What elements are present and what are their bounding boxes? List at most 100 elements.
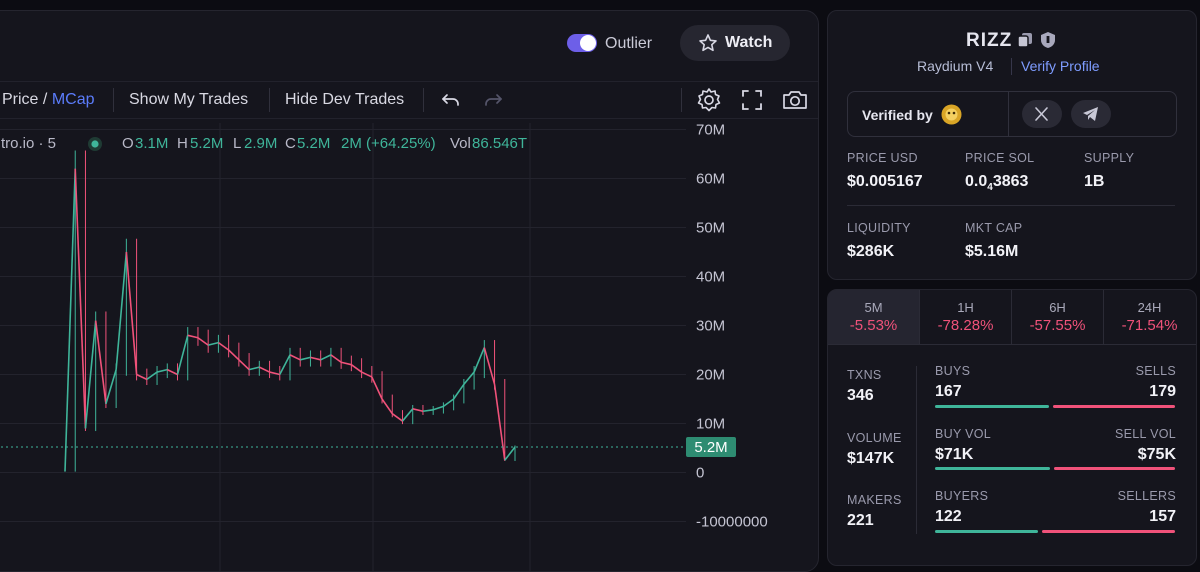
telegram-button[interactable] — [1071, 100, 1111, 128]
candle-body — [422, 408, 434, 413]
candle-body — [125, 251, 138, 375]
mcap-option[interactable]: MCap — [51, 91, 95, 108]
fullscreen-icon[interactable] — [739, 86, 765, 119]
camera-icon[interactable] — [781, 86, 809, 119]
legend-status-icon — [87, 136, 103, 156]
hide-dev-trades-button[interactable]: Hide Dev Trades — [285, 91, 405, 108]
price-sol-value: 0.043863 — [965, 173, 1029, 194]
candle-body — [289, 354, 301, 361]
sellers-ratio-bar — [1042, 530, 1175, 533]
divider — [1011, 58, 1012, 75]
price-chart[interactable]: 70M 60M 50M 40M 30M 20M 10M 0 -10000000 5.2M — [0, 11, 818, 571]
candle-body — [493, 384, 506, 461]
candle-body — [442, 398, 455, 407]
sells-value: 179 — [1149, 383, 1176, 400]
star-icon — [698, 33, 718, 58]
watch-button[interactable]: Watch — [680, 25, 790, 61]
txns-label: TXNS — [847, 368, 882, 382]
divider — [919, 290, 920, 344]
y-tick-label: 20M — [696, 367, 725, 384]
sells-ratio-bar — [1053, 405, 1175, 408]
price-usd-label: PRICE USD — [847, 151, 918, 165]
candle-body — [197, 337, 209, 346]
candle-body — [207, 341, 219, 346]
chart-toolbar: Price / MCap Show My Trades Hide Dev Tra… — [0, 81, 818, 119]
candle-body — [156, 368, 168, 373]
y-tick-label: -10000000 — [696, 514, 768, 531]
legend-change: 2M (+64.25%) — [341, 135, 436, 152]
y-tick-label: 40M — [696, 269, 725, 286]
x-logo-icon — [1034, 106, 1050, 127]
timeframe-label: 1H — [957, 300, 974, 315]
price-option[interactable]: Price — [2, 91, 39, 108]
divider — [1008, 92, 1009, 136]
copy-icon[interactable] — [1017, 32, 1033, 53]
price-usd-value: $0.005167 — [847, 173, 923, 190]
verify-profile-link[interactable]: Verify Profile — [1021, 58, 1100, 74]
candle-body — [504, 446, 516, 461]
toolbar-divider — [269, 88, 270, 112]
mkt-cap-label: MKT CAP — [965, 221, 1023, 235]
legend-source: tro.io · 5 — [1, 135, 57, 152]
watch-label: Watch — [725, 34, 773, 51]
candle-body — [330, 354, 342, 363]
verifier-avatar-icon — [941, 104, 962, 130]
candle-body — [187, 334, 199, 339]
chart-header: Outlier Watch — [0, 11, 818, 75]
candle-body — [310, 356, 321, 361]
undo-icon[interactable] — [439, 86, 463, 117]
toolbar-divider — [681, 88, 682, 112]
verified-by-box: Verified by — [847, 91, 1177, 137]
legend-close-value: 5.2M — [297, 135, 331, 152]
candle-body — [115, 251, 128, 370]
tab-5m[interactable]: 5M -5.53% — [828, 290, 919, 344]
buy-vol-label: BUY VOL — [935, 427, 992, 441]
trade-stats-panel: 5M -5.53% 1H -78.28% 6H -57.55% 24H -71.… — [827, 289, 1197, 566]
candle-body — [105, 369, 117, 405]
divider — [828, 344, 1196, 345]
candle-body — [166, 368, 178, 376]
candle-body — [463, 371, 475, 385]
candle-body — [94, 320, 107, 404]
sell-vol-label: SELL VOL — [1115, 427, 1176, 441]
show-my-trades-button[interactable]: Show My Trades — [129, 91, 249, 108]
chart-panel: Outlier Watch Price / MCap Show My Trade… — [0, 10, 819, 572]
dex-name: Raydium V4 — [917, 58, 994, 74]
tab-24h[interactable]: 24H -71.54% — [1104, 290, 1195, 344]
y-tick-label: 0 — [696, 465, 704, 482]
toolbar-divider — [113, 88, 114, 112]
timeframe-change: -5.53% — [849, 317, 898, 334]
candle-body — [146, 371, 158, 381]
y-tick-label: 60M — [696, 171, 725, 188]
timeframe-label: 5M — [864, 300, 883, 315]
y-tick-label: 30M — [696, 318, 725, 335]
candle-body — [64, 168, 77, 472]
price-mcap-switch[interactable]: Price / MCap — [2, 91, 95, 109]
buy-vol-ratio-bar — [935, 467, 1050, 470]
x-social-button[interactable] — [1022, 100, 1062, 128]
tab-1h[interactable]: 1H -78.28% — [920, 290, 1011, 344]
sell-vol-value: $75K — [1137, 446, 1176, 463]
candle-body — [84, 320, 97, 429]
candle-body — [371, 376, 383, 400]
y-tick-label: 10M — [696, 416, 725, 433]
sells-label: SELLS — [1135, 364, 1176, 378]
settings-gear-icon[interactable] — [695, 86, 723, 119]
buys-label: BUYS — [935, 364, 971, 378]
candle-body — [452, 383, 465, 400]
tab-6h[interactable]: 6H -57.55% — [1012, 290, 1103, 344]
divider — [1103, 290, 1104, 344]
buy-vol-value: $71K — [935, 446, 974, 463]
sellers-value: 157 — [1149, 508, 1176, 525]
redo-icon[interactable] — [481, 86, 505, 117]
candle-body — [248, 366, 260, 371]
sellers-label: SELLERS — [1117, 489, 1176, 503]
shield-icon[interactable] — [1040, 31, 1056, 54]
outlier-toggle[interactable] — [567, 34, 597, 52]
buyers-label: BUYERS — [935, 489, 989, 503]
buys-value: 167 — [935, 383, 962, 400]
candle-body — [401, 408, 414, 422]
toolbar-divider — [423, 88, 424, 112]
candle-body — [320, 354, 332, 361]
divider — [847, 205, 1175, 206]
